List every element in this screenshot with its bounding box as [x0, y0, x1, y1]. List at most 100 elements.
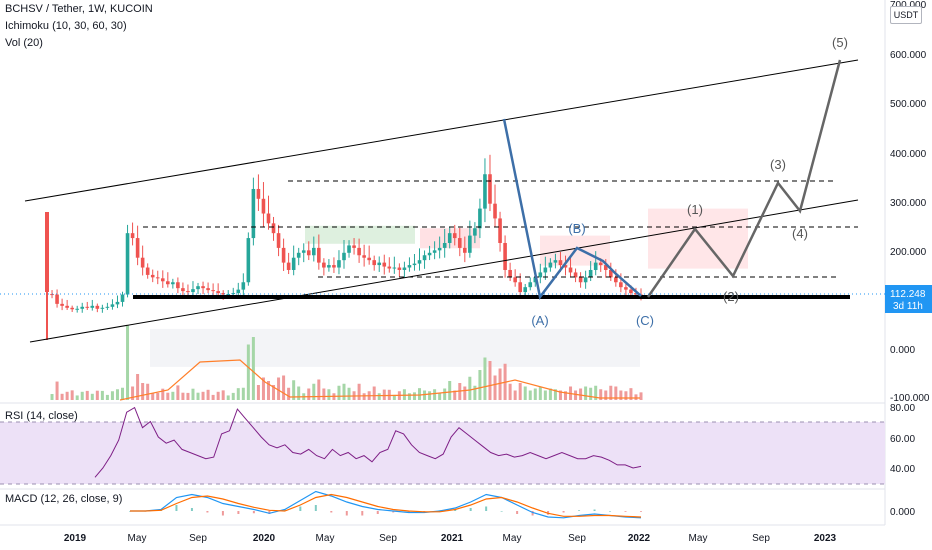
ichimoku-legend[interactable]: Ichimoku (10, 30, 60, 30) [5, 20, 127, 32]
volume-ma [119, 359, 640, 401]
volume-bar [287, 387, 291, 400]
macd-legend[interactable]: MACD (12, 26, close, 9) [5, 493, 123, 505]
candle-body [442, 242, 447, 248]
volume-bar [115, 389, 119, 400]
wave-label-5: (5) [832, 35, 848, 50]
volume-bar [317, 379, 321, 400]
candle-body [457, 238, 462, 248]
candle-body [432, 250, 437, 253]
rsi-legend[interactable]: RSI (14, close) [5, 410, 78, 422]
rsi-axis[interactable]: 80.00 60.00 40.00 [890, 403, 915, 475]
volume-bar [412, 392, 416, 400]
candle-body [206, 288, 210, 291]
macd-axis[interactable]: 0.000 [890, 507, 915, 518]
volume-bar [498, 368, 502, 400]
candle-body [291, 257, 296, 270]
candle-body [251, 188, 256, 239]
candle-body [407, 265, 412, 268]
volume-bar [146, 383, 150, 400]
macd-histogram-bar [268, 511, 271, 514]
candle-body [322, 262, 326, 268]
rsi-band [0, 422, 885, 484]
volume-bar [589, 387, 593, 400]
candle-body [619, 282, 623, 288]
trend-drawings [0, 59, 885, 343]
volume-bar [468, 376, 472, 400]
price-tick: 700.000 [890, 0, 927, 11]
symbol-legend[interactable]: BCHSV / Tether, 1W, KUCOIN [5, 3, 153, 15]
volume-bar [136, 374, 140, 400]
volume-bar [156, 392, 160, 400]
candle-body [452, 233, 457, 239]
price-tick: 0.000 [890, 345, 915, 356]
currency-scale-button[interactable]: USDT [890, 6, 922, 24]
rsi-tick: 60.00 [890, 434, 915, 445]
candle-body [417, 260, 422, 264]
candle-body [296, 252, 301, 258]
volume-bar [599, 389, 603, 400]
volume-bar [241, 387, 245, 400]
candle-body [503, 242, 507, 270]
volume-bar [261, 377, 265, 400]
candle-body [347, 245, 351, 253]
candle-body [397, 267, 402, 270]
volume-bar [508, 383, 512, 400]
macd-histogram-bar [190, 508, 193, 511]
candle-body [135, 238, 140, 258]
volume-bar [382, 389, 386, 400]
volume-bar [80, 391, 84, 400]
macd-tick: 0.000 [890, 507, 915, 518]
volume-bar [443, 388, 447, 400]
candle-body [362, 255, 366, 258]
candlestick-series [45, 154, 643, 340]
volume-bar [463, 386, 467, 400]
time-tick: Sep [568, 533, 586, 544]
volume-bar [65, 391, 69, 400]
time-axis[interactable]: 2019 May Sep 2020 May Sep 2021 May Sep 2022 May Sep… [64, 533, 837, 544]
price-tick: 300.000 [890, 198, 927, 209]
price-axis[interactable]: 700.000 600.000 500.000 400.000 300.000 … [890, 0, 930, 404]
wave-labels: (A) (B) (C) (1) (2) (3) (4) (5) [531, 35, 848, 328]
volume-bar [181, 392, 185, 400]
volume-bar [594, 385, 598, 400]
candle-body [216, 291, 220, 294]
price-tick: 500.000 [890, 99, 927, 110]
candle-body [301, 250, 306, 253]
candle-body [558, 260, 563, 266]
volume-bar [347, 387, 351, 400]
candle-body [624, 287, 628, 290]
candle-body [614, 277, 618, 283]
candle-body [105, 306, 110, 308]
volume-bar [131, 386, 135, 400]
current-price-value: 112.248 [890, 289, 926, 300]
candle-body [236, 289, 241, 294]
candle-body [226, 294, 231, 296]
rsi-line [94, 406, 642, 478]
candle-body [412, 263, 417, 266]
volume-bar [473, 385, 477, 400]
volume-bar [483, 357, 487, 400]
macd-histogram-bar [500, 511, 503, 512]
volume-bar [85, 390, 89, 400]
candle-body [286, 262, 291, 270]
candle-body [357, 247, 361, 256]
volume-bar [95, 390, 99, 400]
volume-bar [176, 385, 180, 400]
macd-histogram-bar [206, 511, 209, 513]
candle-body [468, 235, 472, 253]
rsi-tick: 80.00 [890, 403, 915, 414]
volume-bar [201, 391, 205, 400]
volume-bar [629, 388, 633, 400]
candle-body [493, 203, 497, 219]
volume-bar [277, 377, 281, 400]
volume-bar [75, 395, 79, 400]
volume-bar [418, 388, 422, 400]
candle-body [115, 301, 120, 305]
volume-bar [246, 344, 250, 400]
volume-legend[interactable]: Vol (20) [5, 37, 43, 49]
volume-bar [372, 386, 376, 400]
candle-body [256, 188, 261, 199]
macd-histogram-bar [314, 505, 317, 511]
candle-body [246, 238, 251, 283]
